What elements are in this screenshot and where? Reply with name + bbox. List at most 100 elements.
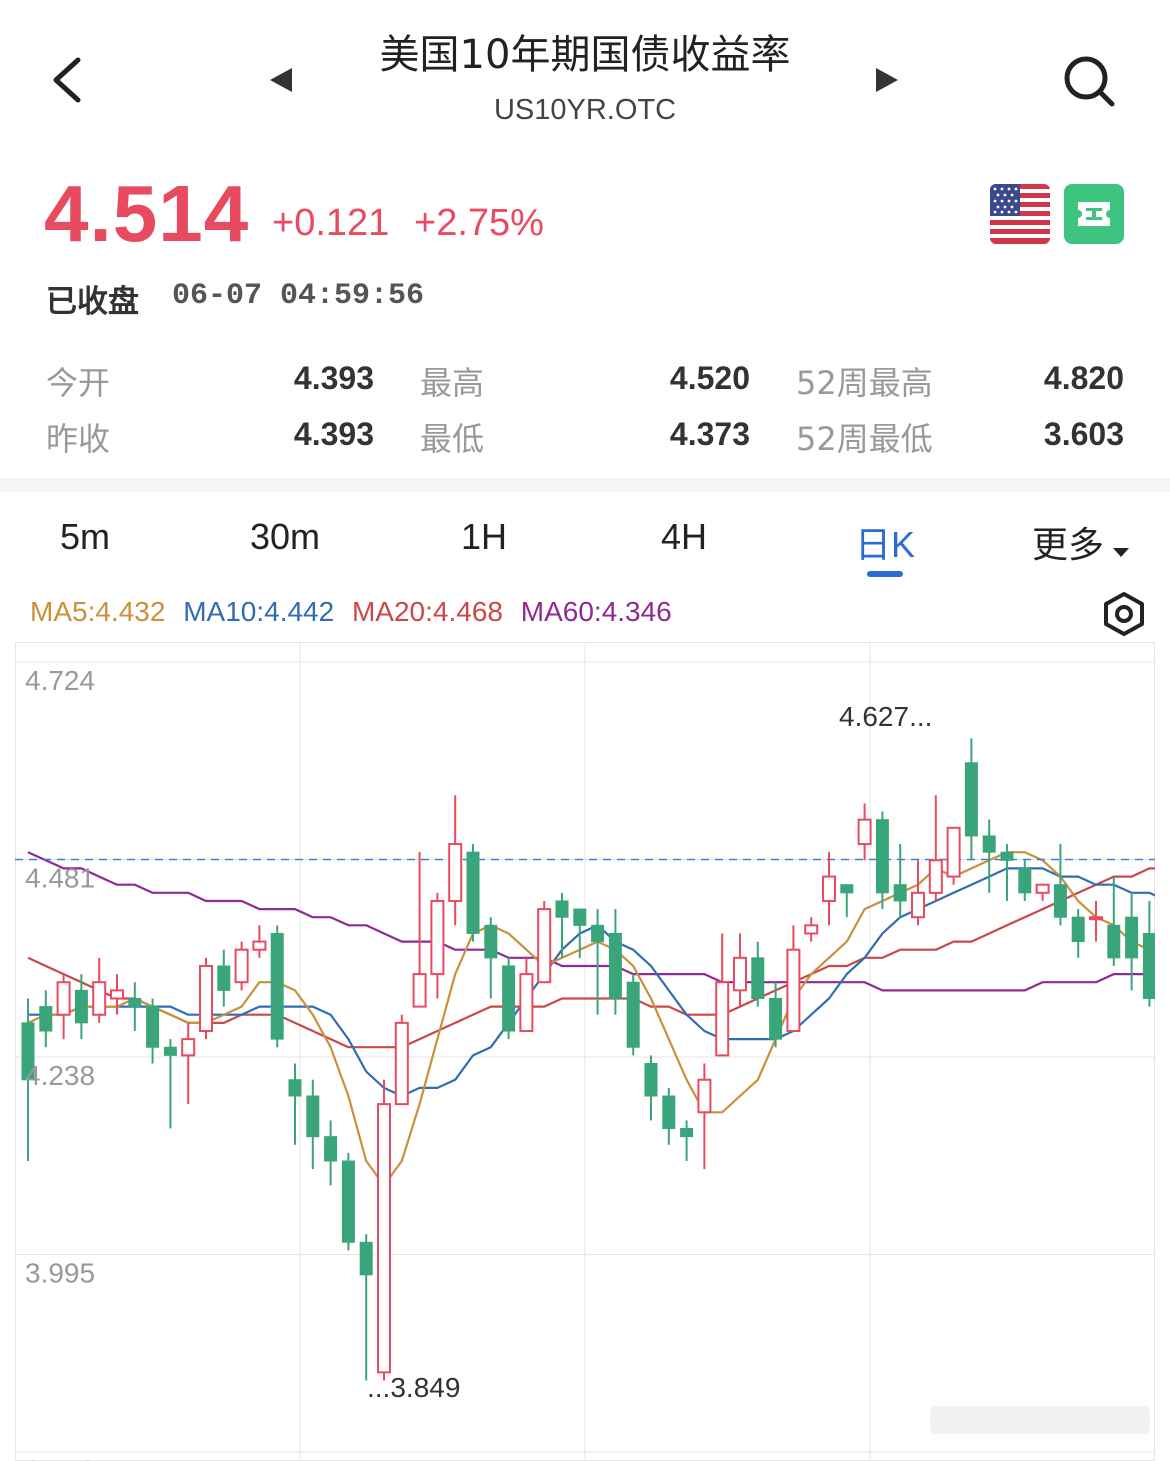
candle bbox=[163, 1039, 177, 1129]
candle-body bbox=[199, 964, 213, 1032]
candle bbox=[92, 957, 107, 1023]
candle bbox=[39, 990, 53, 1048]
candle-body bbox=[626, 981, 640, 1048]
candle bbox=[893, 844, 907, 918]
candle-body bbox=[377, 1103, 391, 1374]
candle bbox=[217, 949, 231, 1007]
candle-body bbox=[1089, 916, 1103, 921]
candle bbox=[341, 1152, 355, 1251]
candle-body bbox=[163, 1046, 177, 1056]
tab-30m[interactable]: 30m bbox=[249, 516, 321, 557]
y-tick-label: 4.238 bbox=[25, 1060, 95, 1091]
candle-body bbox=[822, 875, 836, 902]
y-tick-label: 3.995 bbox=[25, 1258, 95, 1289]
tab-more[interactable]: 更多 bbox=[1032, 516, 1142, 568]
candle bbox=[769, 982, 783, 1048]
price-change-percent: +2.75% bbox=[414, 202, 544, 244]
ma5-line bbox=[27, 851, 1155, 1187]
candle-body bbox=[608, 932, 622, 999]
candle bbox=[199, 957, 213, 1040]
candle-body bbox=[484, 924, 498, 959]
candle bbox=[270, 925, 284, 1048]
candle-body bbox=[1018, 867, 1032, 894]
y-tick-label: 3.752 bbox=[25, 1455, 95, 1461]
trade-ticket-button[interactable] bbox=[1064, 184, 1124, 244]
candle-body bbox=[1107, 924, 1121, 959]
candle bbox=[1142, 900, 1155, 1007]
candle bbox=[181, 1022, 196, 1105]
candle-body bbox=[1035, 883, 1050, 894]
candle-body bbox=[964, 762, 978, 837]
candle bbox=[377, 1079, 391, 1381]
candle bbox=[412, 852, 427, 1008]
candle bbox=[715, 933, 730, 1057]
stat-label-open: 今开 bbox=[46, 364, 111, 402]
candle bbox=[608, 909, 622, 1015]
search-icon bbox=[1064, 56, 1115, 107]
stat-label-low: 最低 bbox=[420, 420, 485, 458]
min-price-label: ...3.849 bbox=[367, 1372, 460, 1403]
back-button[interactable] bbox=[40, 48, 100, 112]
candle-body bbox=[680, 1128, 694, 1138]
candle bbox=[626, 974, 640, 1056]
candle-body bbox=[306, 1095, 320, 1138]
candle bbox=[982, 819, 996, 893]
candle bbox=[394, 1014, 409, 1106]
search-button[interactable] bbox=[1056, 48, 1122, 114]
candle-body bbox=[92, 981, 107, 1016]
triangle-right-icon bbox=[876, 68, 898, 92]
candle-body bbox=[74, 989, 88, 1024]
candle bbox=[857, 803, 872, 861]
caret-down-icon bbox=[1113, 547, 1130, 557]
candle bbox=[234, 941, 249, 991]
candle-body bbox=[359, 1241, 373, 1276]
candle-body bbox=[288, 1079, 302, 1097]
candle-body bbox=[662, 1095, 676, 1130]
tab-5m[interactable]: 5m bbox=[59, 516, 110, 557]
candle bbox=[733, 933, 747, 1007]
stat-label-high: 最高 bbox=[420, 364, 485, 402]
stat-label-prev-close: 昨收 bbox=[46, 420, 111, 458]
watermark-logo bbox=[930, 1406, 1150, 1434]
prev-symbol-button[interactable] bbox=[262, 60, 302, 100]
candle bbox=[74, 974, 88, 1040]
candle-body bbox=[1125, 916, 1139, 959]
candle bbox=[128, 982, 142, 1031]
candle bbox=[1018, 860, 1032, 901]
max-price-label: 4.627... bbox=[839, 701, 932, 732]
candle bbox=[110, 974, 124, 1015]
chart-settings-button[interactable] bbox=[1100, 590, 1148, 638]
candle-body bbox=[519, 973, 534, 1032]
candle-body bbox=[466, 851, 480, 934]
candle-body bbox=[591, 924, 605, 943]
candle-body bbox=[217, 965, 231, 991]
candle bbox=[1089, 900, 1103, 942]
candle-body bbox=[733, 956, 747, 992]
tab-1h[interactable]: 1H bbox=[460, 516, 508, 557]
stat-value-52w-low: 3.603 bbox=[1043, 416, 1124, 452]
candle bbox=[786, 925, 801, 1032]
candle bbox=[964, 738, 978, 861]
candle-body bbox=[341, 1160, 355, 1243]
tab-daily[interactable]: 日K bbox=[854, 524, 915, 565]
tab-4h[interactable]: 4H bbox=[660, 516, 708, 557]
candle bbox=[537, 900, 552, 984]
triangle-left-icon bbox=[270, 68, 292, 92]
candle-body bbox=[715, 981, 730, 1057]
ma10-line bbox=[28, 867, 1155, 1098]
next-symbol-button[interactable] bbox=[866, 60, 906, 100]
ma10-label: MA10:4.442 bbox=[183, 596, 335, 627]
candle-body bbox=[324, 1136, 338, 1162]
hexagon-settings-icon bbox=[1104, 592, 1144, 636]
ma20-label: MA20:4.468 bbox=[351, 596, 503, 627]
candle-body bbox=[697, 1078, 712, 1114]
ma5-label: MA5:4.432 bbox=[30, 596, 166, 627]
candle bbox=[502, 957, 516, 1040]
candlestick-chart[interactable]: 4.724 4.481 4.238 3.995 3.752 4.627... ...3.84… bbox=[15, 642, 1155, 1461]
candle-body bbox=[537, 908, 552, 984]
candle bbox=[448, 795, 463, 926]
candle bbox=[875, 811, 889, 910]
candle bbox=[56, 974, 71, 1040]
candle-body bbox=[982, 835, 996, 853]
us-flag-icon bbox=[990, 184, 1050, 244]
